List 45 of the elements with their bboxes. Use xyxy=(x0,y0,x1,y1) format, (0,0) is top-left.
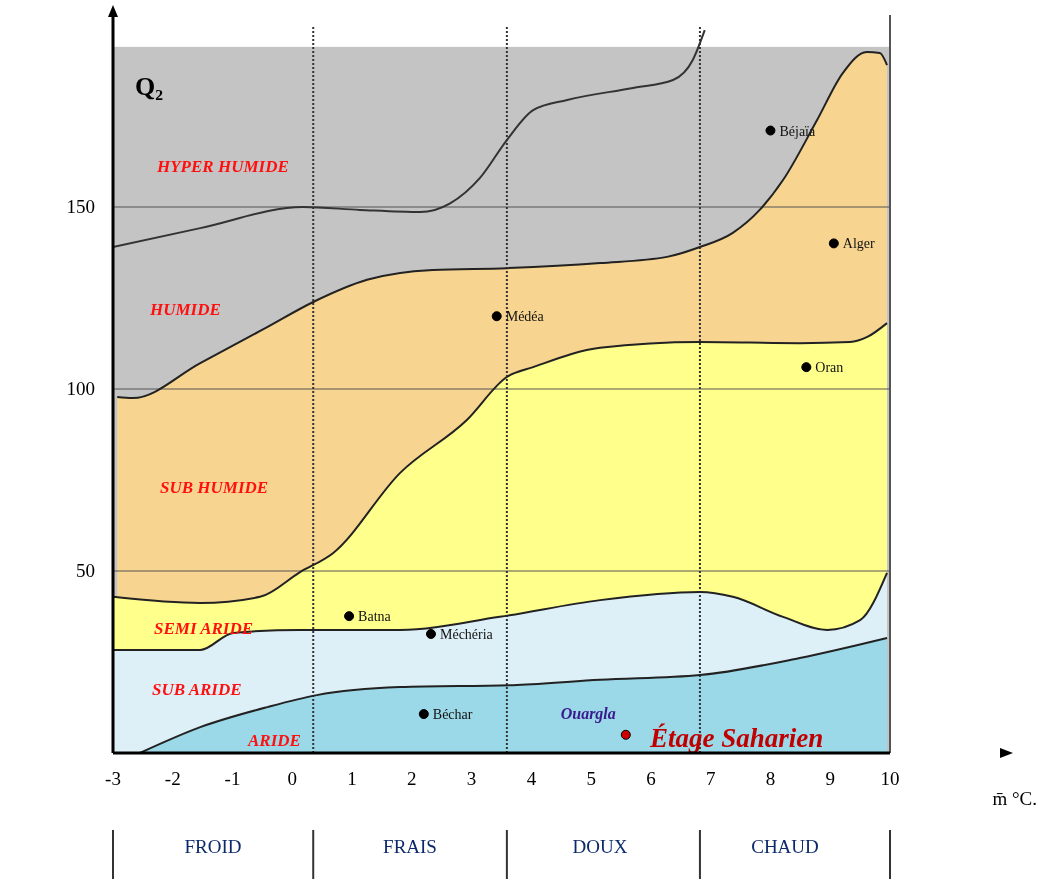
data-label: Béchar xyxy=(432,707,473,723)
x-tick-label: 3 xyxy=(466,768,477,789)
x-tick-label: 7 xyxy=(705,768,716,789)
x-axis-title: m̄ °C. xyxy=(992,788,1037,809)
text: FRAIS xyxy=(383,836,437,857)
data-label: Batna xyxy=(358,609,392,625)
annotation: SEMI ARIDE xyxy=(154,619,254,638)
point xyxy=(801,362,812,373)
annotation: HYPER HUMIDE xyxy=(156,157,289,176)
point xyxy=(828,238,839,249)
annotation: SUB HUMIDE xyxy=(160,478,269,497)
annotation: Étage Saharien xyxy=(649,723,824,753)
annotation: SUB ARIDE xyxy=(152,680,242,699)
point xyxy=(765,125,776,136)
text: DOUX xyxy=(572,836,628,857)
y-axis-title: Q₂ xyxy=(135,72,164,101)
data-label: Oran xyxy=(815,360,844,376)
x-tick-label: 10 xyxy=(880,768,900,789)
data-label: Méchéria xyxy=(439,626,494,642)
point xyxy=(491,311,502,322)
x-tick-label: 9 xyxy=(825,768,835,789)
x-tick-label: 2 xyxy=(407,768,417,789)
x-tick-label: 8 xyxy=(765,768,776,789)
x-tick-label: 6 xyxy=(646,768,656,789)
data-label: Ouargla xyxy=(560,704,616,723)
point xyxy=(344,611,355,622)
data-label: Médéa xyxy=(505,309,545,325)
x-tick-label: 4 xyxy=(526,768,537,789)
y-tick-label: 150 xyxy=(66,196,95,217)
x-tick-label: 0 xyxy=(287,768,298,789)
point xyxy=(425,628,436,639)
text: CHAUD xyxy=(751,836,819,857)
x-tick-label: -1 xyxy=(224,768,241,789)
data-label: Alger xyxy=(842,236,876,252)
y-tick-label: 50 xyxy=(76,560,95,581)
x-tick-label: 1 xyxy=(347,768,357,789)
x-tick-label: -3 xyxy=(105,768,121,789)
y-tick-label: 100 xyxy=(66,378,95,399)
point xyxy=(620,729,631,740)
annotation: HUMIDE xyxy=(149,300,221,319)
x-tick-label: 5 xyxy=(586,768,596,789)
annotation: ARIDE xyxy=(247,731,301,750)
x-tick-label: -2 xyxy=(164,768,181,789)
point xyxy=(418,709,429,720)
text: FROID xyxy=(184,836,242,857)
